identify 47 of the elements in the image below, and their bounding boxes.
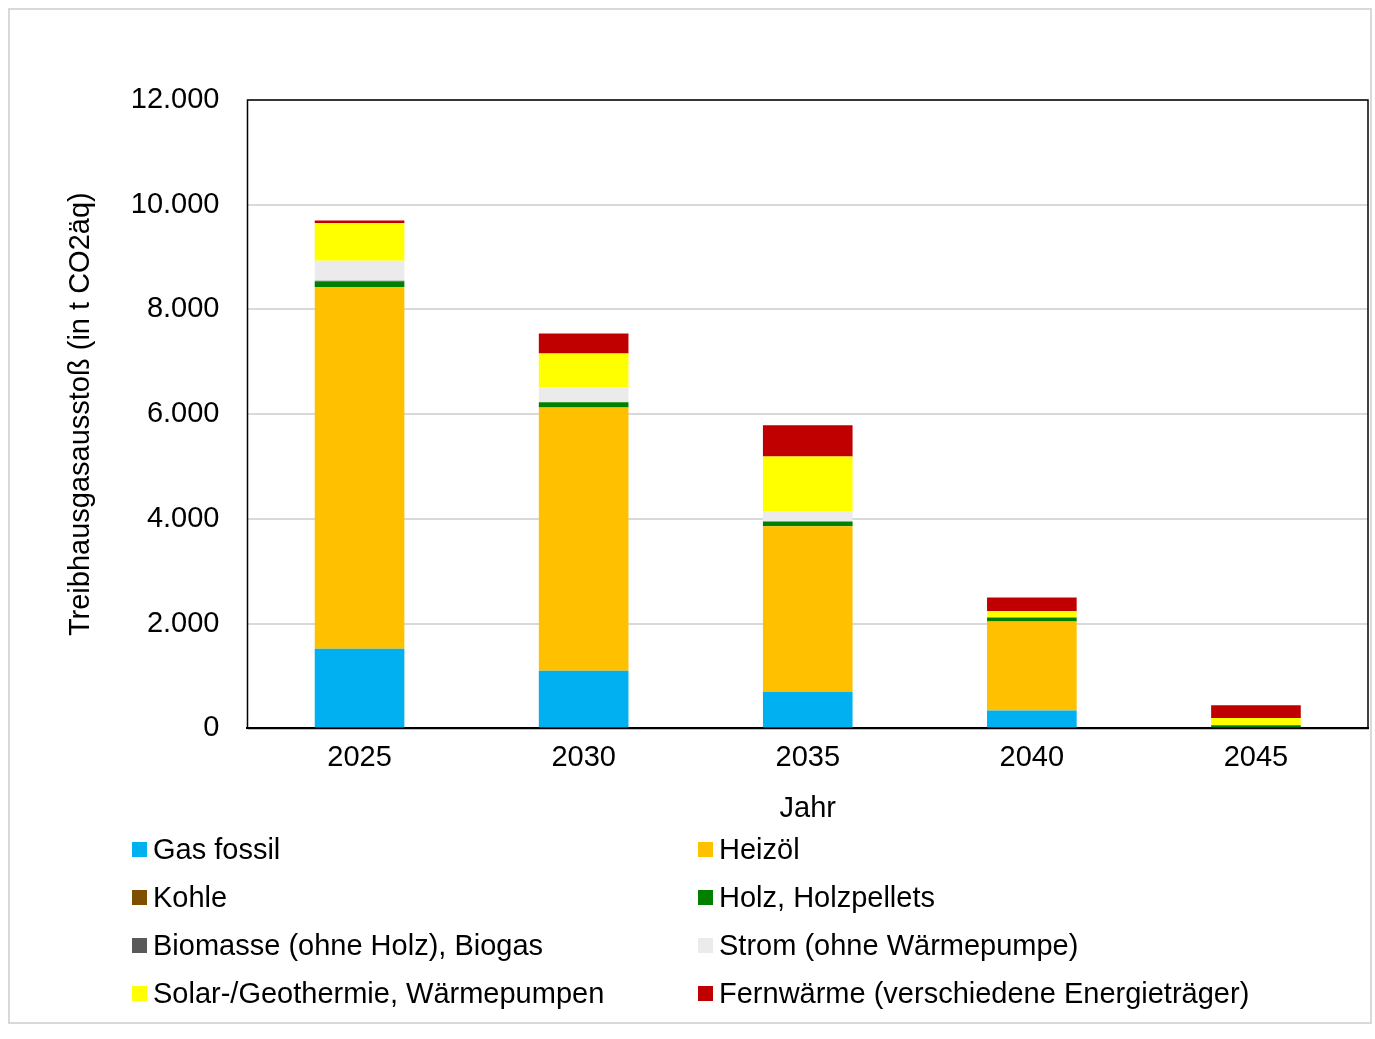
bar <box>314 648 405 728</box>
legend-label: Biomasse (ohne Holz), Biogas <box>153 928 544 962</box>
bar <box>762 691 853 728</box>
y-tick-label: 12.000 <box>130 82 220 114</box>
bar <box>538 353 629 388</box>
bar <box>762 456 853 512</box>
bar <box>987 611 1077 618</box>
y-axis-title: Treibhausgasausstoß (in t CO2äq) <box>63 192 96 637</box>
y-tick-label: 4.000 <box>146 500 220 533</box>
bar <box>314 260 405 281</box>
bar <box>762 425 853 457</box>
bar <box>1211 705 1301 718</box>
bar <box>538 407 629 671</box>
x-tick-label: 2030 <box>551 739 616 772</box>
x-tick-label: 2035 <box>775 739 841 772</box>
y-tick-label: 10.000 <box>130 186 220 219</box>
legend-label: Holz, Holzpellets <box>719 880 935 914</box>
bar <box>1211 717 1301 726</box>
bar <box>987 597 1077 612</box>
bar <box>538 387 629 403</box>
bar <box>314 286 405 649</box>
legend-label: Kohle <box>153 880 228 914</box>
legend-label: Strom (ohne Wärmepumpe) <box>719 928 1079 962</box>
bar <box>314 220 405 224</box>
legend-label: Gas fossil <box>153 832 281 866</box>
x-axis-title: Jahr <box>779 790 837 823</box>
bar <box>314 223 405 261</box>
bar <box>314 281 405 287</box>
y-tick-label: 6.000 <box>146 396 220 429</box>
legend-label: Heizöl <box>719 832 800 866</box>
bar <box>1211 725 1301 728</box>
y-tick-label: 2.000 <box>146 605 220 638</box>
legend-label: Fernwärme (verschiedene Energieträger) <box>719 976 1250 1010</box>
x-tick-label: 2025 <box>327 739 392 772</box>
bar <box>987 617 1077 622</box>
x-tick-label: 2045 <box>1223 739 1289 772</box>
legend-label: Solar-/Geothermie, Wärmepumpen <box>153 976 605 1010</box>
bar <box>538 670 629 728</box>
y-tick-label: 0 <box>203 710 220 743</box>
y-tick-label: 8.000 <box>146 291 220 324</box>
bar <box>762 526 853 692</box>
bar <box>762 511 853 522</box>
x-tick-label: 2040 <box>999 739 1065 772</box>
bar <box>987 710 1077 728</box>
bar <box>538 333 629 354</box>
bar <box>538 402 629 408</box>
bar <box>987 621 1077 711</box>
